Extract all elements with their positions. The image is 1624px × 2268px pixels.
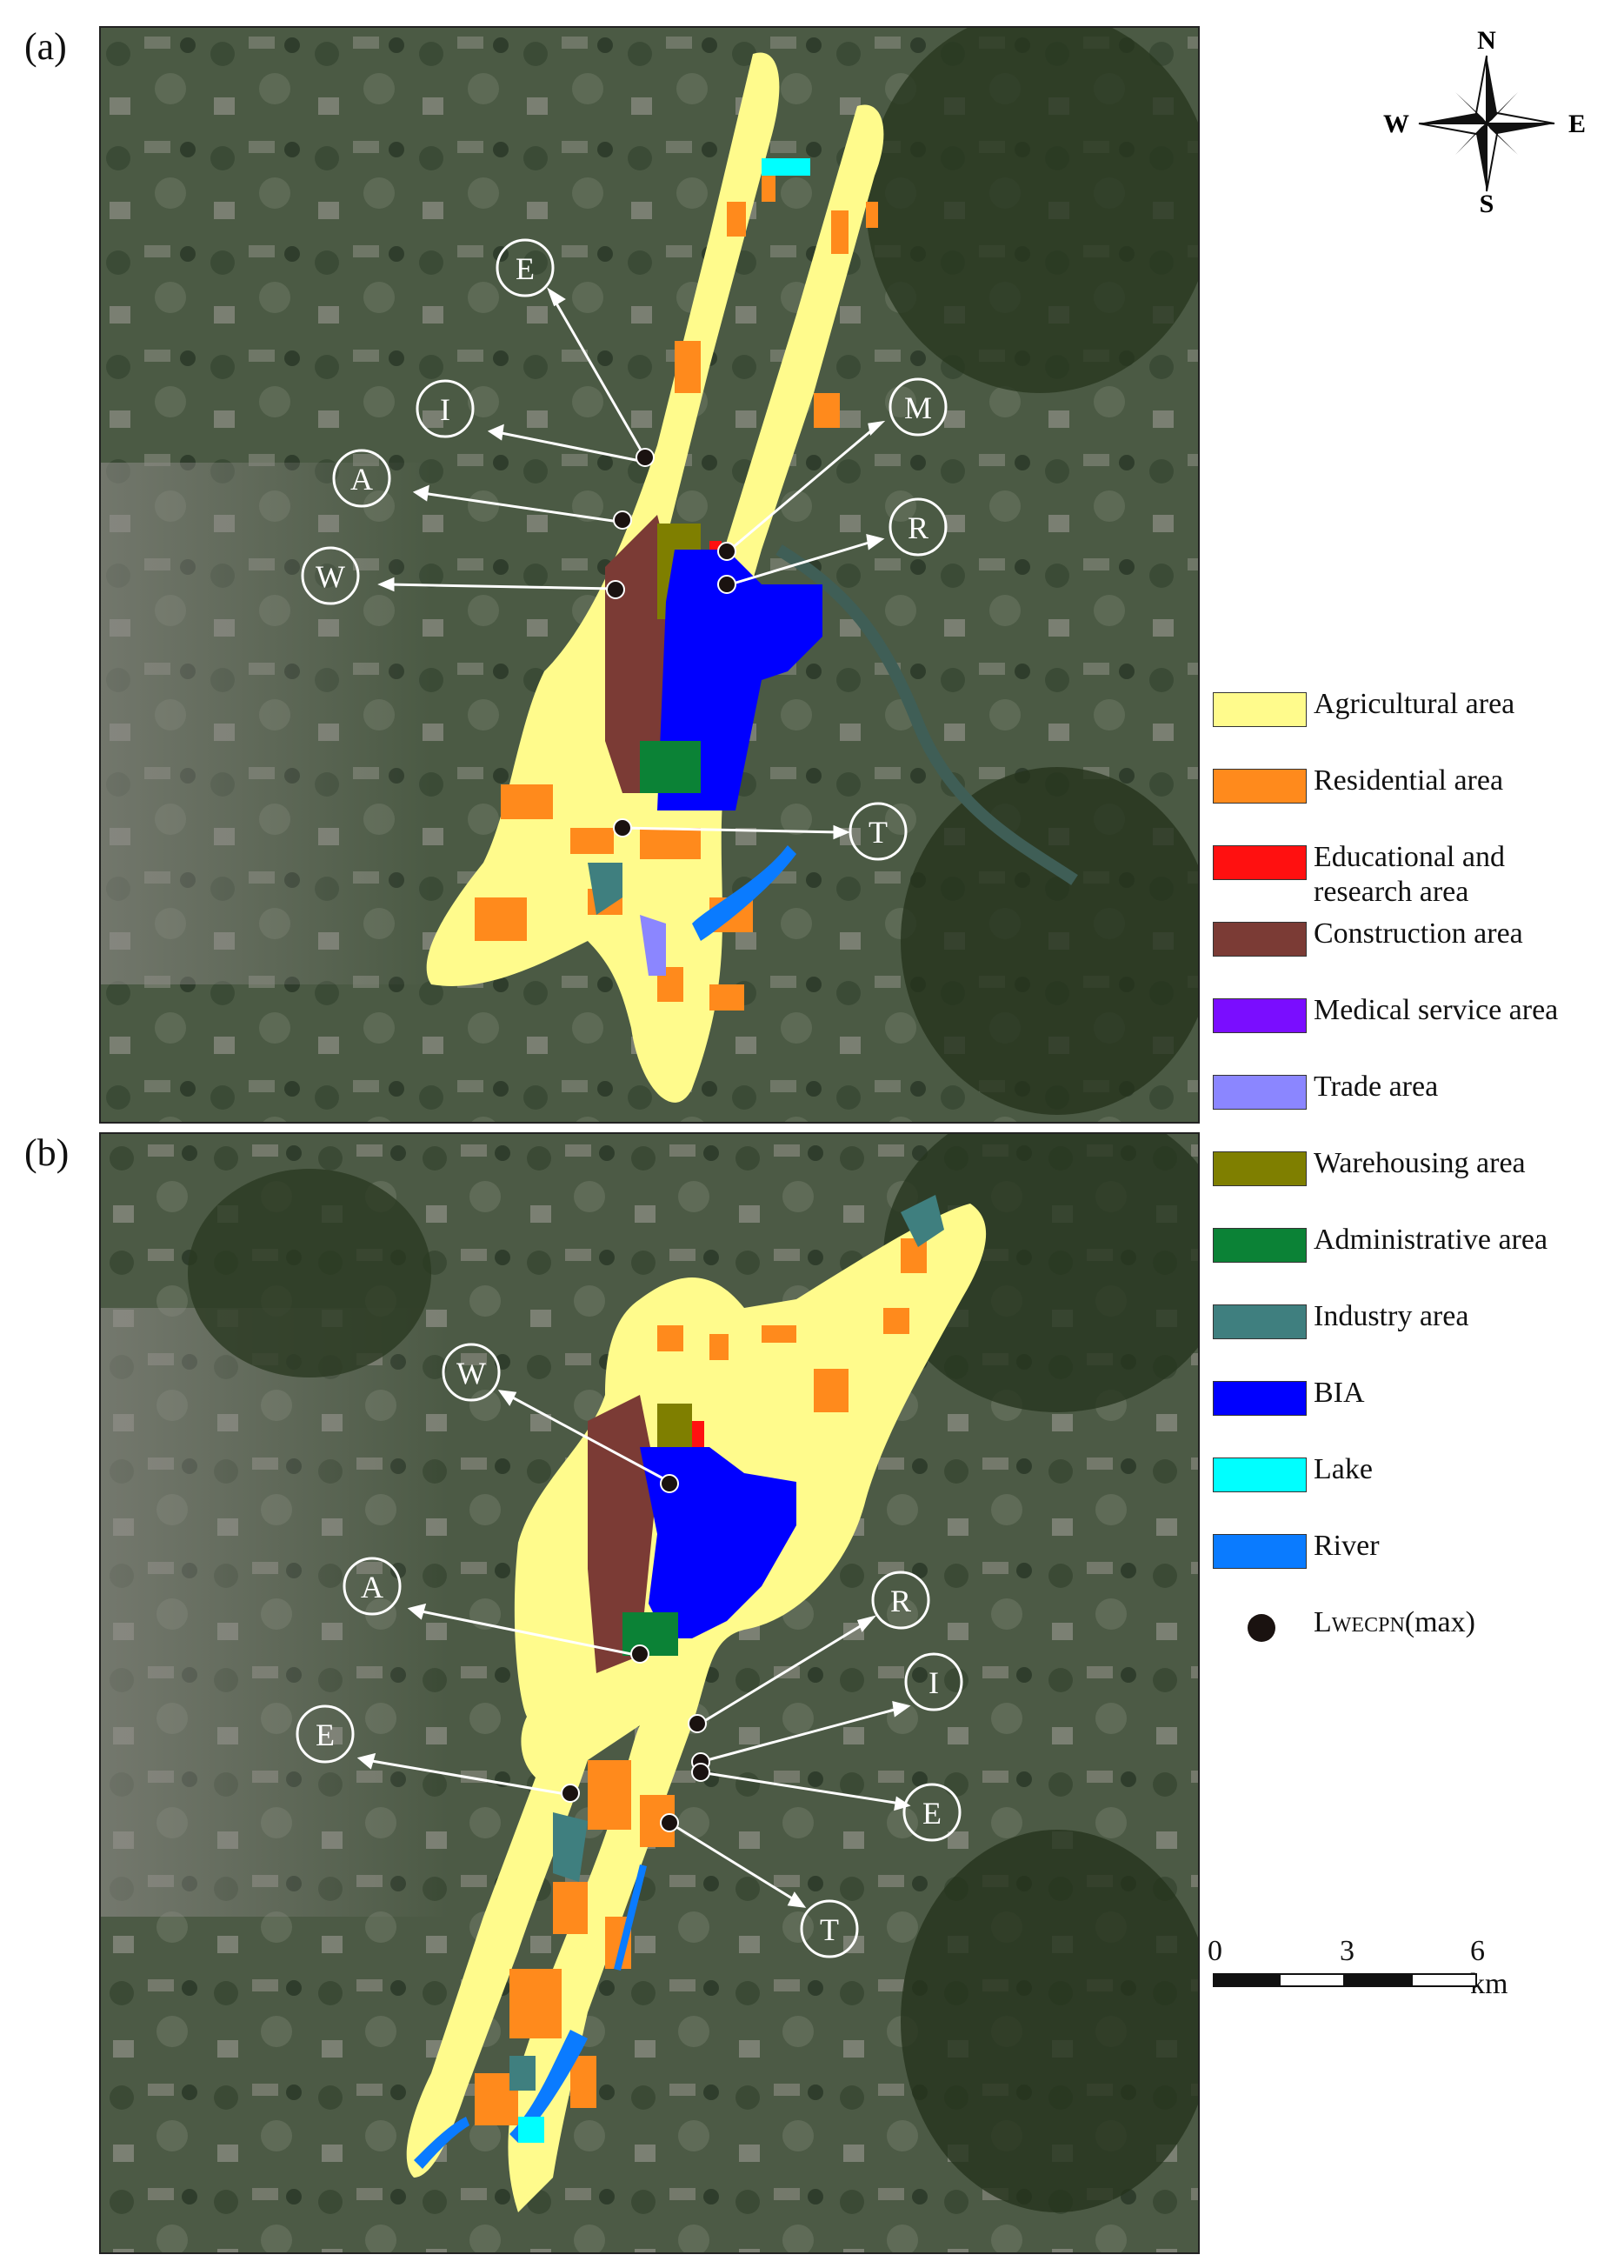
wecpn-points-a	[606, 448, 736, 837]
legend-swatch	[1213, 1304, 1307, 1339]
forest-se-a	[901, 767, 1198, 1115]
legend-item-residential: Residential area	[1213, 764, 1613, 840]
legend-item-administrative: Administrative area	[1213, 1223, 1613, 1299]
svg-text:E: E	[516, 251, 535, 286]
legend-item-agricultural: Agricultural area	[1213, 687, 1613, 764]
legend-swatch	[1213, 692, 1307, 727]
legend-item-industry: Industry area	[1213, 1299, 1613, 1376]
svg-text:R: R	[890, 1584, 911, 1618]
noise-contour-a	[426, 52, 884, 1103]
legend-swatch	[1213, 1151, 1307, 1186]
callout-a-M: M	[889, 377, 948, 437]
legend-swatch	[1213, 769, 1307, 804]
forest-ne-b	[883, 1134, 1198, 1412]
legend-item-trade: Trade area	[1213, 1070, 1613, 1146]
scale-tick-6: 6 km	[1470, 1935, 1508, 2000]
svg-text:W: W	[456, 1356, 486, 1391]
legend-swatch	[1213, 1228, 1307, 1263]
legend-swatch	[1213, 1075, 1307, 1110]
compass-s: S	[1480, 190, 1494, 217]
map-b-svg: W A E R I E T	[101, 1134, 1198, 2252]
urban-area-b	[101, 1308, 449, 1917]
forest-nw-b	[188, 1169, 431, 1377]
legend-swatch	[1213, 845, 1307, 880]
map-panel-b: W A E R I E T	[99, 1132, 1200, 2254]
callout-a-I: I	[416, 379, 475, 438]
legend-item-medical: Medical service area	[1213, 993, 1613, 1070]
forest-ne-a	[866, 28, 1198, 393]
legend-item-lake: Lake	[1213, 1452, 1613, 1529]
scale-tick-3: 3	[1340, 1935, 1354, 1967]
svg-text:A: A	[361, 1570, 383, 1604]
legend-item-educational: Educational and research area	[1213, 840, 1613, 917]
legend-item-river: River	[1213, 1529, 1613, 1605]
svg-text:T: T	[869, 815, 888, 850]
callout-b-R: R	[871, 1571, 930, 1630]
callout-b-A: A	[343, 1557, 402, 1616]
callout-b-E2: E	[902, 1783, 962, 1842]
svg-text:I: I	[928, 1665, 939, 1700]
svg-text:E: E	[316, 1718, 335, 1752]
callout-a-A: A	[332, 449, 391, 508]
callout-b-W: W	[442, 1343, 501, 1402]
river-basemap-a	[775, 544, 1078, 885]
legend-swatch	[1213, 998, 1307, 1033]
callout-b-T: T	[800, 1899, 859, 1958]
map-a-svg: E I A W M R T	[101, 28, 1198, 1122]
urban-area-a	[101, 463, 431, 984]
scale-bar: 0 3 6 km	[1208, 1935, 1526, 2005]
map-panel-a: E I A W M R T	[99, 26, 1200, 1124]
map-legend: Agricultural area Residential area Educa…	[1213, 687, 1613, 1682]
legend-swatch	[1213, 1458, 1307, 1492]
wecpn-label-sub: WECPN	[1331, 1614, 1405, 1637]
legend-swatch	[1213, 1534, 1307, 1569]
north-arrow-compass: N S E W	[1382, 26, 1591, 218]
svg-text:E: E	[922, 1796, 942, 1831]
compass-rose-icon: N S E W	[1383, 26, 1586, 218]
legend-swatch	[1213, 922, 1307, 957]
compass-w: W	[1383, 110, 1409, 138]
legend-item-bia: BIA	[1213, 1376, 1613, 1452]
scale-bar-segments	[1213, 1973, 1477, 1987]
legend-item-construction: Construction area	[1213, 917, 1613, 993]
panel-label-b: (b)	[24, 1131, 70, 1174]
svg-text:T: T	[820, 1912, 839, 1947]
callout-a-E: E	[496, 238, 555, 297]
svg-text:I: I	[440, 392, 450, 427]
callout-a-R: R	[889, 497, 948, 557]
callout-b-I: I	[904, 1652, 963, 1711]
scale-tick-0: 0	[1208, 1935, 1222, 1967]
compass-n: N	[1477, 26, 1496, 55]
wecpn-points-b	[561, 1474, 710, 1832]
callout-a-T: T	[849, 802, 908, 861]
forest-se-b	[901, 1830, 1198, 2212]
wecpn-dot-icon	[1213, 1611, 1307, 1645]
legend-swatch	[1213, 1381, 1307, 1416]
callout-a-W: W	[301, 546, 360, 605]
callout-arrows-a	[377, 287, 886, 840]
svg-text:M: M	[904, 390, 932, 425]
svg-text:R: R	[908, 510, 928, 545]
svg-text:A: A	[350, 462, 373, 497]
callout-arrows-b	[356, 1390, 911, 1908]
wecpn-label-main: L	[1314, 1606, 1332, 1638]
svg-text:W: W	[316, 559, 345, 594]
callout-b-E1: E	[296, 1704, 355, 1764]
legend-item-wecpn-max: LWECPN(max)	[1213, 1605, 1613, 1682]
noise-contour-b	[406, 1195, 987, 2212]
panel-label-a: (a)	[24, 25, 67, 68]
legend-item-warehousing: Warehousing area	[1213, 1146, 1613, 1223]
wecpn-label-tail: (max)	[1404, 1606, 1475, 1638]
compass-e: E	[1568, 110, 1586, 138]
